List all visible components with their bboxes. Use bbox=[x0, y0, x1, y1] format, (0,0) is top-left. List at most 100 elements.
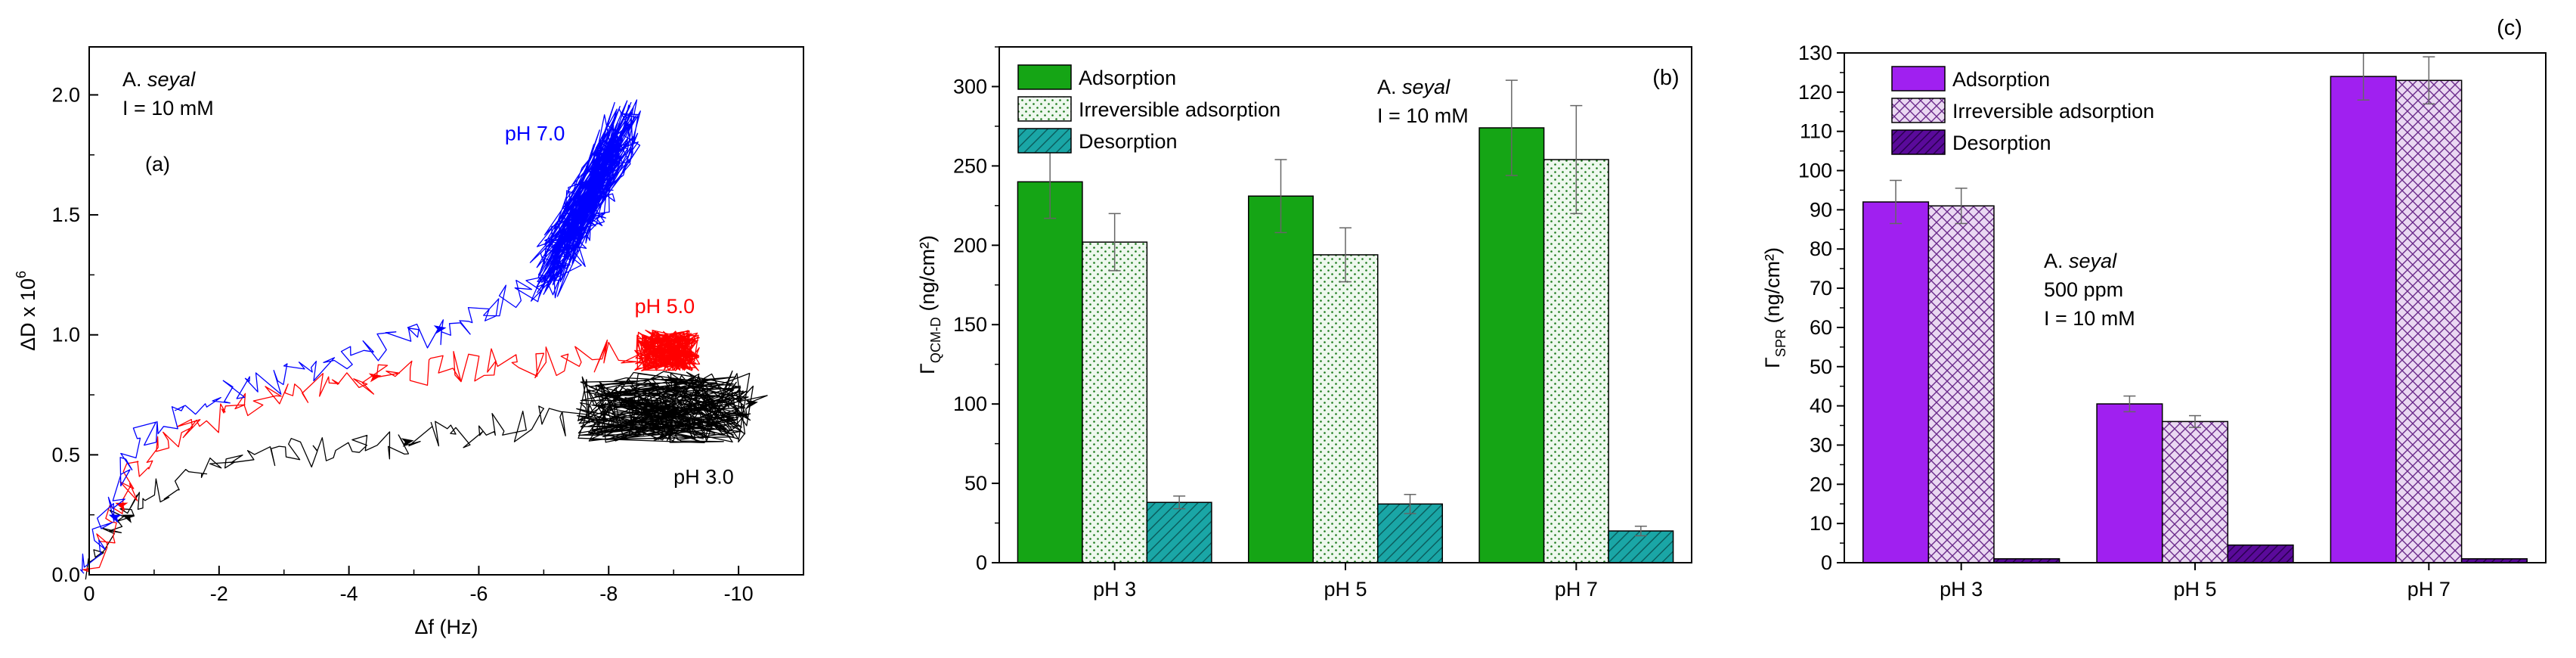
x-tick-label: -10 bbox=[724, 582, 754, 605]
y-axis-label-subscript: SPR bbox=[1773, 329, 1788, 357]
annotation-species: A. seyal bbox=[1377, 76, 1451, 98]
series-arrow bbox=[605, 142, 615, 156]
y-tick-label: 0 bbox=[976, 551, 987, 574]
annotation-conc: 500 ppm bbox=[2044, 278, 2123, 301]
x-tick-label: 0 bbox=[83, 582, 94, 605]
legend-label: Adsorption bbox=[1079, 67, 1176, 89]
series-trace-2 bbox=[79, 99, 641, 574]
bar-irreversible-adsorption bbox=[1927, 205, 1995, 563]
panel-c-chart: pH 3 pH 5 pH 7 0 10 20 30 40 50 60 70 80 90 100 110 120… bbox=[1761, 16, 2547, 601]
legend-swatch bbox=[1891, 129, 1946, 155]
y-axis-label-symbol: Γ bbox=[1761, 357, 1784, 368]
y-tick-label: 1.0 bbox=[51, 324, 80, 346]
legend-swatch bbox=[1017, 128, 1072, 154]
series-trace-1 bbox=[82, 329, 701, 573]
x-tick-label: -8 bbox=[599, 582, 618, 605]
panel-label: (c) bbox=[2497, 16, 2522, 40]
legend-label: Desorption bbox=[1952, 132, 2051, 154]
legend-swatch bbox=[1891, 66, 1946, 92]
y-axis-label: ΓQCM-D (ng/cm²) bbox=[916, 235, 943, 374]
y-tick-label: 110 bbox=[1800, 120, 1832, 143]
y-tick-label: 90 bbox=[1810, 198, 1832, 221]
annotation-ionic: I = 10 mM bbox=[122, 97, 214, 119]
species-name: seyal bbox=[147, 68, 196, 91]
x-tick-label: -6 bbox=[469, 582, 488, 605]
y-tick-label: 200 bbox=[953, 234, 987, 256]
species-prefix: A. bbox=[122, 68, 142, 91]
series-arrow bbox=[121, 514, 135, 523]
species-space bbox=[142, 68, 148, 91]
species-space bbox=[2064, 250, 2070, 272]
legend-label: Irreversible adsorption bbox=[1952, 100, 2154, 123]
legend-swatch bbox=[1891, 98, 1946, 123]
legend-label: Desorption bbox=[1079, 130, 1178, 153]
series-arrow bbox=[401, 438, 414, 448]
species-name: seyal bbox=[2069, 250, 2117, 272]
x-tick-label: pH 7 bbox=[1555, 578, 1598, 601]
panel-b-chart: pH 3 pH 5 pH 7 0 50 100 150 200 250 300 ΓQCM-D (ng… bbox=[916, 46, 1692, 601]
y-tick-label: 0 bbox=[1821, 551, 1832, 574]
bar-desorption bbox=[2227, 544, 2294, 563]
annotation-ionic: I = 10 mM bbox=[2044, 307, 2135, 330]
bar-adsorption bbox=[1248, 195, 1314, 563]
y-tick-label: 30 bbox=[1810, 433, 1832, 456]
y-tick-label: 60 bbox=[1810, 316, 1832, 339]
x-tick-label: pH 3 bbox=[1093, 578, 1136, 601]
annotation-ionic: I = 10 mM bbox=[1377, 104, 1469, 127]
legend-swatch bbox=[1017, 64, 1072, 90]
series-label: pH 7.0 bbox=[505, 123, 565, 145]
bar-adsorption bbox=[1017, 181, 1083, 563]
bar-desorption bbox=[1146, 501, 1212, 563]
y-tick-label: 0.0 bbox=[51, 563, 80, 586]
y-axis-label-unit: (ng/cm²) bbox=[916, 235, 939, 317]
arrow-head bbox=[433, 325, 447, 334]
y-tick-label: 20 bbox=[1810, 473, 1832, 495]
y-tick-label: 120 bbox=[1798, 81, 1832, 104]
x-axis-label: Δf (Hz) bbox=[414, 616, 478, 638]
y-tick-label: 100 bbox=[1798, 160, 1832, 182]
x-tick-label: pH 3 bbox=[1940, 578, 1983, 601]
series-arrow bbox=[667, 344, 680, 354]
y-tick-label: 80 bbox=[1810, 237, 1832, 260]
y-tick-label: 300 bbox=[953, 75, 987, 98]
series-arrow bbox=[745, 399, 758, 409]
bar-irreversible-adsorption bbox=[1543, 159, 1609, 563]
y-axis-label-symbol: Γ bbox=[916, 363, 939, 374]
y-tick-label: 10 bbox=[1810, 512, 1832, 535]
arrow-head bbox=[368, 373, 382, 383]
arrow-head bbox=[121, 514, 135, 523]
y-axis-label-unit: (ng/cm²) bbox=[1761, 247, 1784, 329]
bar-irreversible-adsorption bbox=[1312, 254, 1379, 563]
species-prefix: A. bbox=[2044, 250, 2064, 272]
arrow-head bbox=[667, 344, 680, 354]
y-tick-label: 250 bbox=[953, 154, 987, 177]
y-axis-label-base: ΔD x 10 bbox=[17, 278, 39, 351]
series-arrow bbox=[108, 514, 122, 523]
y-tick-label: 130 bbox=[1798, 42, 1832, 64]
plot-frame bbox=[999, 46, 1692, 563]
series-label: pH 3.0 bbox=[673, 465, 734, 488]
arrow-head bbox=[401, 438, 414, 448]
bar-adsorption bbox=[1862, 201, 1930, 563]
bar-irreversible-adsorption bbox=[2395, 79, 2463, 563]
bar-adsorption bbox=[2330, 76, 2397, 563]
y-tick-label: 50 bbox=[964, 472, 987, 495]
panel-label-a: (a) bbox=[145, 153, 170, 175]
y-axis-label: ΔD x 106 bbox=[14, 271, 39, 351]
annotation-species: A. seyal bbox=[122, 68, 196, 91]
series-arrow bbox=[115, 502, 128, 511]
y-tick-label: 1.5 bbox=[51, 203, 80, 226]
x-tick-label: pH 7 bbox=[2407, 578, 2451, 601]
species-name: seyal bbox=[1402, 76, 1451, 98]
bar-irreversible-adsorption bbox=[2161, 421, 2229, 563]
panel-a-chart: pH 3.0 pH 5.0 pH 7.0 0 -2 -4 -6 -8 -10 0.0 0.5 1.0 1… bbox=[14, 46, 804, 638]
y-tick-label: 70 bbox=[1810, 277, 1832, 300]
x-tick-label: pH 5 bbox=[1324, 578, 1367, 601]
series-arrow bbox=[368, 373, 382, 383]
series-arrow bbox=[433, 325, 447, 334]
bar-adsorption bbox=[1478, 127, 1545, 563]
y-axis-label-subscript: QCM-D bbox=[928, 317, 943, 363]
series-trace-0 bbox=[85, 370, 768, 580]
legend-label: Irreversible adsorption bbox=[1079, 98, 1280, 121]
